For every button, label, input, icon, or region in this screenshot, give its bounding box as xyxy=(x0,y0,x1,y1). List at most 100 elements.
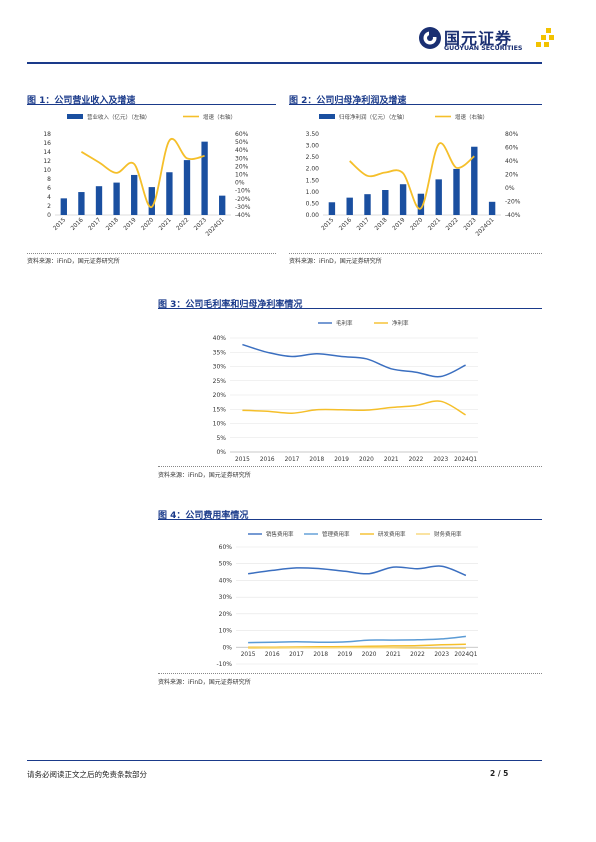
bar xyxy=(364,194,371,215)
fig4-chart: 销售费用率 管理费用率 研发费用率 财务费用率 -10% 0% 10% 20% 30% 40% 50… xyxy=(216,530,478,668)
fig3-chart: 毛利率 净利率 0% 5% 10% 15% 20% 25% 30% 35% 40% 2015 2016 2… xyxy=(213,319,478,463)
bar xyxy=(328,202,336,215)
logo-text-cn: 国元证券 xyxy=(444,29,513,48)
footer-rule xyxy=(27,760,542,761)
y-left-tick-label: 2 xyxy=(47,203,51,210)
x-tick-label: 2020 xyxy=(359,457,374,463)
y-left-tick-label: 3.50 xyxy=(306,131,320,138)
legend-bar-label: 归母净利润（亿元）（左轴） xyxy=(339,113,408,121)
bar xyxy=(346,197,353,215)
fig2-divider xyxy=(289,253,542,255)
x-tick-label: 2015 xyxy=(321,217,336,232)
bar xyxy=(113,182,120,215)
bar xyxy=(435,179,442,215)
y-left-tick-label: 18 xyxy=(43,131,51,138)
bar xyxy=(131,174,138,215)
fig3-title-rule xyxy=(158,308,542,309)
series-line xyxy=(242,400,466,416)
bar xyxy=(201,141,208,215)
y-left-tick-label: 16 xyxy=(43,140,51,147)
fig4-title-rule xyxy=(158,519,542,520)
bar xyxy=(219,195,226,215)
bar xyxy=(453,168,460,215)
y-right-tick-label: 40% xyxy=(505,158,519,165)
x-tick-label: 2024Q1 xyxy=(205,217,226,238)
fig2-title-rule xyxy=(289,104,542,105)
x-tick-label: 2020 xyxy=(410,217,425,232)
y-left-tick-label: 14 xyxy=(43,149,51,156)
fig1-title-rule xyxy=(27,104,276,105)
fig2-source: 资料来源：iFinD，国元证券研究所 xyxy=(289,258,382,265)
x-tick-label: 2017 xyxy=(356,217,371,232)
y-right-tick-label: 20% xyxy=(235,163,249,170)
x-tick-label: 2019 xyxy=(338,652,353,658)
y-left-tick-label: 1.00 xyxy=(306,189,320,196)
legend-label: 财务费用率 xyxy=(434,530,462,538)
bar xyxy=(471,146,478,215)
y-right-tick-label: 40% xyxy=(235,147,249,154)
y-tick-label: 30% xyxy=(213,364,227,371)
y-tick-label: 0% xyxy=(216,449,226,456)
y-left-tick-label: 0.00 xyxy=(306,212,320,219)
legend-bar-label: 营业收入（亿元）（左轴） xyxy=(87,113,150,121)
series-line xyxy=(247,565,467,577)
x-tick-label: 2016 xyxy=(265,652,280,658)
series-line xyxy=(248,646,466,650)
x-tick-label: 2024Q1 xyxy=(475,217,496,238)
x-tick-label: 2022 xyxy=(410,652,425,658)
y-right-tick-label: 30% xyxy=(235,155,249,162)
y-tick-label: 25% xyxy=(213,378,227,385)
y-left-tick-label: 0.50 xyxy=(306,200,320,207)
y-tick-label: 50% xyxy=(219,561,233,568)
logo-steps-icon xyxy=(536,28,554,47)
y-tick-label: 60% xyxy=(219,544,233,551)
bar xyxy=(95,186,103,215)
x-tick-label: 2016 xyxy=(338,217,353,232)
y-tick-label: 15% xyxy=(213,406,227,413)
y-tick-label: -10% xyxy=(216,661,232,668)
x-tick-label: 2015 xyxy=(241,652,256,658)
legend-label: 净利率 xyxy=(392,319,409,327)
y-right-tick-label: 60% xyxy=(505,145,519,152)
fig1-chart: 营业收入（亿元）（左轴） 增速（右轴） 0 2 4 6 8 10 12 14 16 18 -40%-30… xyxy=(43,113,251,238)
x-tick-label: 2022 xyxy=(409,457,424,463)
y-tick-label: 35% xyxy=(213,349,227,356)
y-right-tick-label: -40% xyxy=(235,212,251,219)
y-tick-label: 40% xyxy=(213,335,227,342)
bar xyxy=(399,184,407,215)
y-right-tick-label: -20% xyxy=(505,199,521,206)
x-tick-label: 2016 xyxy=(260,457,275,463)
legend-label: 研发费用率 xyxy=(378,530,406,538)
bar xyxy=(60,198,67,215)
y-right-tick-label: -30% xyxy=(235,204,251,211)
x-tick-label: 2022 xyxy=(445,217,460,232)
x-tick-label: 2019 xyxy=(392,217,407,232)
y-left-tick-label: 4 xyxy=(47,194,51,201)
legend-label: 管理费用率 xyxy=(322,530,350,538)
fig4-divider xyxy=(158,673,542,675)
fig3-source: 资料来源：iFinD，国元证券研究所 xyxy=(158,472,251,479)
y-right-tick-label: 20% xyxy=(505,172,519,179)
y-right-tick-label: -10% xyxy=(235,188,251,195)
y-left-tick-label: 10 xyxy=(43,167,51,174)
y-left-tick-label: 2.50 xyxy=(306,154,320,161)
y-tick-label: 10% xyxy=(219,628,233,635)
y-right-tick-label: 10% xyxy=(235,172,249,179)
x-tick-label: 2023 xyxy=(463,217,478,232)
fig4-source: 资料来源：iFinD，国元证券研究所 xyxy=(158,679,251,686)
bar xyxy=(183,160,191,215)
fig2-chart: 归母净利润（亿元）（左轴） 增速（右轴） 0.00 0.50 1.00 1.50 2.00 2… xyxy=(306,113,521,238)
series-line xyxy=(248,635,466,644)
series-line xyxy=(242,343,466,378)
fig1-title: 图 1：公司营业收入及增速 xyxy=(27,96,136,106)
x-tick-label: 2023 xyxy=(193,217,208,232)
x-tick-label: 2020 xyxy=(362,652,377,658)
footer-disclaimer: 请务必阅读正文之后的免责条款部分 xyxy=(27,770,147,779)
legend-line-label: 增速（右轴） xyxy=(203,113,236,121)
y-left-tick-label: 0 xyxy=(47,212,51,219)
series-line xyxy=(248,643,466,649)
y-left-tick-label: 8 xyxy=(47,176,51,183)
company-logo: 国元证券 GUOYUAN SECURITIES xyxy=(418,24,554,58)
y-left-tick-label: 12 xyxy=(43,158,51,165)
y-tick-label: 20% xyxy=(213,392,227,399)
